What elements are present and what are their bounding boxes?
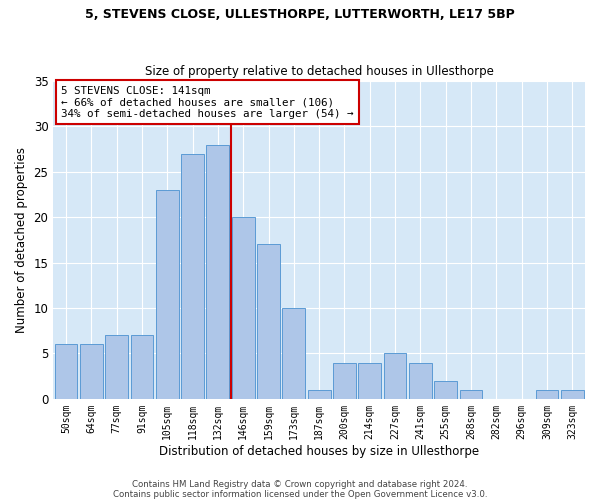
Bar: [257, 244, 280, 399]
Bar: [181, 154, 204, 399]
Bar: [434, 380, 457, 399]
Bar: [308, 390, 331, 399]
Text: 5, STEVENS CLOSE, ULLESTHORPE, LUTTERWORTH, LE17 5BP: 5, STEVENS CLOSE, ULLESTHORPE, LUTTERWOR…: [85, 8, 515, 20]
Title: Size of property relative to detached houses in Ullesthorpe: Size of property relative to detached ho…: [145, 66, 494, 78]
Bar: [409, 362, 432, 399]
Text: Contains public sector information licensed under the Open Government Licence v3: Contains public sector information licen…: [113, 490, 487, 499]
Bar: [283, 308, 305, 399]
Bar: [384, 354, 406, 399]
Bar: [460, 390, 482, 399]
Bar: [80, 344, 103, 399]
Text: 5 STEVENS CLOSE: 141sqm
← 66% of detached houses are smaller (106)
34% of semi-d: 5 STEVENS CLOSE: 141sqm ← 66% of detache…: [61, 86, 354, 119]
Bar: [131, 336, 154, 399]
Y-axis label: Number of detached properties: Number of detached properties: [15, 147, 28, 333]
Bar: [232, 217, 254, 399]
Bar: [206, 144, 229, 399]
Bar: [156, 190, 179, 399]
Bar: [561, 390, 584, 399]
Bar: [105, 336, 128, 399]
Bar: [536, 390, 559, 399]
Bar: [358, 362, 381, 399]
Bar: [55, 344, 77, 399]
Bar: [333, 362, 356, 399]
X-axis label: Distribution of detached houses by size in Ullesthorpe: Distribution of detached houses by size …: [159, 444, 479, 458]
Text: Contains HM Land Registry data © Crown copyright and database right 2024.: Contains HM Land Registry data © Crown c…: [132, 480, 468, 489]
